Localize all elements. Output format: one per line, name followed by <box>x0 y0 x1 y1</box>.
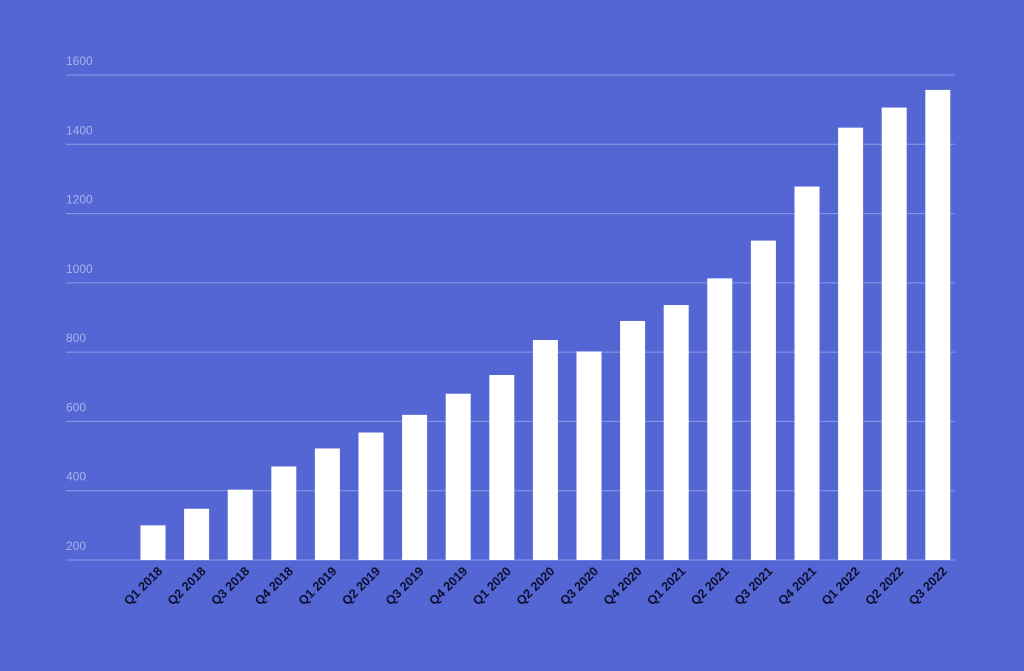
bar <box>489 375 515 560</box>
bar <box>532 340 558 560</box>
bar <box>794 186 820 561</box>
bar <box>227 489 253 560</box>
bar <box>620 320 646 560</box>
bar <box>576 351 602 560</box>
bar <box>271 466 297 560</box>
bar <box>881 107 907 561</box>
bar <box>314 448 340 560</box>
bar <box>445 393 471 560</box>
y-tick-label: 1200 <box>66 193 93 207</box>
y-tick-label: 1600 <box>66 54 93 68</box>
bar <box>402 414 428 560</box>
bar <box>663 305 689 560</box>
y-tick-label: 200 <box>66 539 86 553</box>
bar <box>838 127 864 561</box>
y-tick-label: 800 <box>66 331 86 345</box>
bar <box>925 89 951 561</box>
bars <box>140 89 951 561</box>
y-tick-label: 1000 <box>66 262 93 276</box>
y-tick-label: 400 <box>66 470 86 484</box>
y-tick-label: 600 <box>66 400 86 414</box>
bar <box>750 240 776 561</box>
y-axis-tick-labels: 200 400 600 800 1000 1200 1400 1600 <box>66 54 93 553</box>
bar <box>358 432 384 560</box>
bar <box>184 508 210 560</box>
bar <box>707 278 733 560</box>
y-tick-label: 1400 <box>66 123 93 137</box>
bar <box>140 525 166 560</box>
